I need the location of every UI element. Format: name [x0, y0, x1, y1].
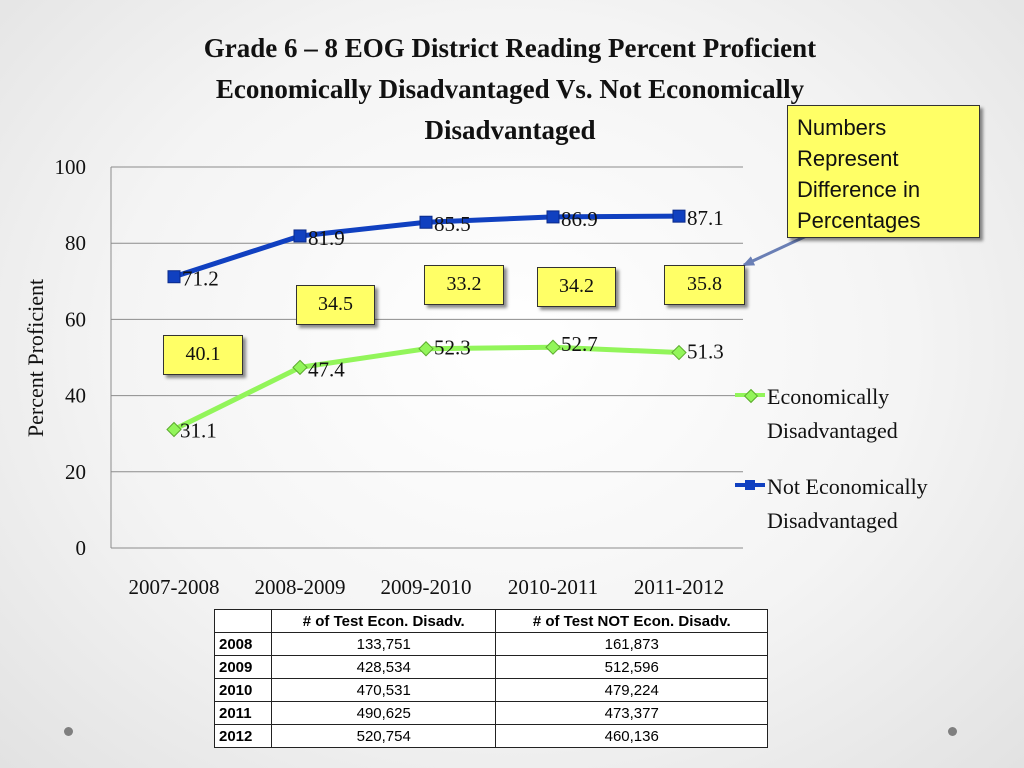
difference-box: 34.5: [296, 285, 375, 325]
square-marker: [546, 210, 560, 224]
legend-item-not-econ: Not Economically Disadvantaged: [735, 470, 995, 560]
legend: Economically Disadvantaged Not Economica…: [735, 380, 995, 560]
table-cell-year: 2009: [214, 655, 272, 679]
callout-line: Numbers: [797, 115, 887, 140]
diamond-marker: [292, 359, 308, 376]
x-tick-label: 2010-2011: [508, 575, 598, 599]
table-cell: 490,625: [270, 701, 497, 725]
legend-label-econ: Economically Disadvantaged: [767, 384, 898, 443]
data-label: 51.3: [687, 340, 724, 364]
data-label: 85.5: [434, 212, 471, 236]
callout-line: Difference in: [797, 177, 921, 202]
data-label: 52.7: [561, 332, 598, 356]
x-tick-label: 2011-2012: [634, 575, 724, 599]
slide-dot-right: [948, 727, 957, 736]
table-row: 2008 133,751 161,873: [214, 632, 768, 656]
axes: 0 20 40 60 80 100 2007-2008 2008-2009 2009-2010 2…: [23, 155, 743, 599]
table-cell: 133,751: [270, 632, 497, 656]
title-line-3: Disadvantaged: [424, 115, 596, 145]
table-row: 2010 470,531 479,224: [214, 678, 768, 702]
table-cell-year: 2010: [214, 678, 272, 702]
table-cell: 460,136: [495, 724, 768, 748]
table-header-cell: [214, 609, 272, 633]
difference-box: 33.2: [424, 265, 504, 305]
y-tick-label: 100: [55, 155, 87, 179]
data-label: 47.4: [308, 357, 345, 381]
table-row: 2011 490,625 473,377: [214, 701, 768, 725]
diamond-marker: [671, 344, 687, 361]
square-marker: [419, 215, 433, 229]
table-cell: 161,873: [495, 632, 768, 656]
data-label: 87.1: [687, 206, 724, 230]
difference-box: 40.1: [163, 335, 243, 375]
data-label: 71.2: [182, 267, 219, 291]
title-line-2: Economically Disadvantaged Vs. Not Econo…: [215, 74, 805, 104]
y-tick-label: 0: [76, 536, 87, 560]
legend-label-not-econ: Not Economically Disadvantaged: [767, 474, 928, 533]
econ-disadv-line: [171, 344, 682, 433]
table-cell-year: 2012: [214, 724, 272, 748]
table-cell: 428,534: [270, 655, 497, 679]
data-label: 52.3: [434, 336, 471, 360]
test-count-table: # of Test Econ. Disadv. # of Test NOT Ec…: [214, 609, 768, 748]
chart-title: Grade 6 – 8 EOG District Reading Percent…: [110, 28, 910, 151]
legend-item-econ: Economically Disadvantaged: [735, 380, 995, 470]
square-marker: [293, 229, 307, 243]
table-cell: 473,377: [495, 701, 768, 725]
y-axis-title: Percent Proficient: [23, 279, 48, 437]
square-marker: [672, 209, 686, 223]
callout-box: Numbers Represent Difference in Percenta…: [787, 105, 980, 238]
y-tick-label: 80: [65, 231, 86, 255]
table-cell: 520,754: [270, 724, 497, 748]
gridlines: [111, 166, 743, 473]
table-row: 2009 428,534 512,596: [214, 655, 768, 679]
square-marker: [167, 270, 181, 284]
data-label: 86.9: [561, 207, 598, 231]
series-layer: [166, 209, 687, 438]
x-tick-label: 2008-2009: [255, 575, 346, 599]
data-label: 81.9: [308, 226, 345, 250]
table-cell-year: 2008: [214, 632, 272, 656]
table-cell: 479,224: [495, 678, 768, 702]
slide-dot-left: [64, 727, 73, 736]
table-cell: 512,596: [495, 655, 768, 679]
data-labels: 31.1 47.4 52.3 52.7 51.3 71.2 81.9 85.5 86.9 87.1: [180, 206, 724, 442]
diamond-marker: [545, 339, 561, 355]
table-cell: 470,531: [270, 678, 497, 702]
table-row: 2012 520,754 460,136: [214, 724, 768, 748]
y-tick-label: 40: [65, 384, 86, 408]
title-line-1: Grade 6 – 8 EOG District Reading Percent…: [203, 33, 817, 63]
callout-line: Represent: [797, 146, 899, 171]
callout-line: Percentages: [797, 208, 921, 233]
diamond-marker: [166, 421, 182, 438]
table-header-cell: # of Test Econ. Disadv.: [270, 609, 497, 633]
x-tick-label: 2009-2010: [381, 575, 472, 599]
difference-box: 35.8: [664, 265, 745, 305]
table-header-row: # of Test Econ. Disadv. # of Test NOT Ec…: [214, 609, 768, 633]
diamond-marker-icon: [743, 388, 759, 404]
difference-box: 34.2: [537, 267, 616, 307]
y-tick-label: 20: [65, 460, 86, 484]
x-tick-label: 2007-2008: [129, 575, 220, 599]
square-marker-icon: [745, 480, 755, 490]
y-tick-label: 60: [65, 307, 86, 331]
diamond-marker: [418, 341, 434, 357]
table-header-cell: # of Test NOT Econ. Disadv.: [495, 609, 768, 633]
data-label: 31.1: [180, 419, 217, 443]
table-cell-year: 2011: [214, 701, 272, 725]
